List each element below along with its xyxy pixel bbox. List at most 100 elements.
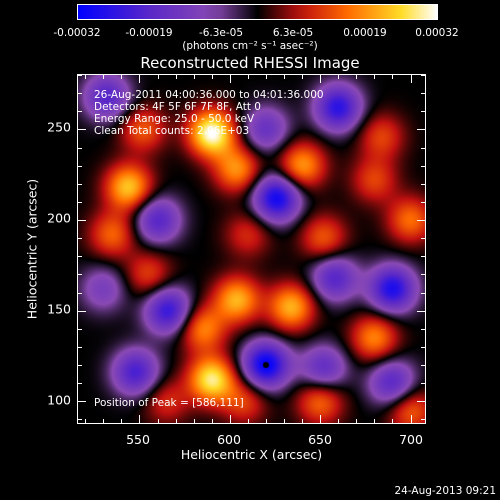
y-tick-mark	[417, 220, 425, 221]
annotation-time-range: 26-Aug-2011 04:00:36.000 to 04:01:36.000	[94, 89, 324, 101]
colorbar-tick: -0.00019	[125, 27, 173, 39]
y-tick-mark	[78, 401, 86, 403]
x-tick-mark	[392, 419, 394, 423]
x-tick-mark	[175, 419, 177, 423]
y-tick-mark	[421, 256, 425, 258]
x-tick-mark	[265, 75, 267, 79]
x-tick-mark	[139, 75, 141, 83]
x-tick-mark	[302, 75, 304, 79]
y-tick-mark	[421, 111, 425, 113]
x-tick-mark	[356, 419, 358, 423]
y-tick-mark	[421, 183, 425, 185]
y-tick-mark	[78, 93, 82, 95]
y-tick-mark	[421, 365, 425, 366]
x-tick-label: 650	[308, 432, 332, 447]
y-tick-mark	[421, 238, 425, 240]
y-tick-label: 200	[47, 210, 71, 226]
y-tick-mark	[78, 201, 82, 203]
y-tick-mark	[421, 165, 425, 167]
y-tick-mark	[78, 383, 82, 385]
y-tick-mark	[78, 274, 82, 276]
x-tick-mark	[193, 419, 195, 423]
x-tick-mark	[85, 419, 87, 423]
y-axis-label: Heliocentric Y (arcsec)	[24, 178, 40, 320]
x-tick-label: 550	[126, 432, 150, 447]
colorbar-tick: -0.00032	[53, 27, 101, 39]
colorbar-tick: 0.00032	[415, 27, 459, 39]
x-tick-mark	[157, 419, 159, 423]
y-tick-mark	[421, 274, 425, 276]
y-tick-label: 150	[47, 301, 71, 317]
y-tick-mark	[78, 183, 82, 185]
x-tick-mark	[356, 75, 358, 79]
timestamp: 24-Aug-2013 09:21	[394, 485, 496, 497]
x-tick-mark	[302, 419, 304, 423]
y-tick-mark	[78, 75, 82, 76]
x-tick-mark	[121, 419, 123, 423]
x-tick-mark	[410, 75, 412, 83]
x-tick-mark	[229, 75, 231, 83]
y-tick-mark	[78, 328, 82, 330]
x-tick-mark	[410, 415, 412, 423]
x-tick-mark	[85, 75, 87, 79]
annotation-detectors: Detectors: 4F 5F 6F 7F 8F, Att 0	[94, 101, 261, 113]
y-tick-mark	[421, 292, 425, 294]
x-tick-mark	[247, 419, 249, 423]
colorbar-tick: -6.3e-05	[198, 27, 244, 39]
x-tick-mark	[374, 419, 376, 423]
x-tick-mark	[284, 75, 286, 79]
x-tick-label: 600	[217, 432, 241, 447]
chart-title: Reconstructed RHESSI Image	[140, 54, 360, 72]
y-tick-mark	[421, 75, 425, 76]
x-tick-label: 700	[399, 432, 423, 447]
plot-area: 26-Aug-2011 04:00:36.000 to 04:01:36.000…	[77, 74, 426, 424]
y-tick-mark	[421, 147, 425, 149]
annotation-clean: Clean Total counts: 2.06E+03	[94, 125, 250, 137]
y-tick-mark	[78, 346, 82, 348]
y-tick-mark	[417, 401, 425, 403]
y-tick-mark	[78, 147, 82, 149]
x-tick-mark	[247, 75, 249, 79]
y-tick-mark	[417, 129, 425, 131]
x-tick-mark	[121, 75, 123, 79]
x-tick-mark	[320, 415, 322, 423]
x-tick-mark	[103, 75, 105, 79]
y-tick-label: 100	[47, 392, 71, 408]
x-tick-mark	[211, 419, 213, 423]
y-tick-mark	[417, 310, 425, 312]
x-tick-mark	[265, 419, 267, 423]
x-axis-label: Heliocentric X (arcsec)	[180, 447, 323, 462]
x-tick-mark	[103, 419, 105, 423]
x-tick-mark	[229, 415, 231, 423]
y-tick-mark	[78, 220, 86, 221]
y-tick-mark	[421, 419, 425, 421]
x-tick-mark	[211, 75, 213, 79]
y-tick-mark	[78, 310, 86, 312]
y-tick-mark	[78, 365, 82, 366]
y-tick-mark	[421, 93, 425, 95]
x-tick-mark	[338, 75, 340, 79]
x-tick-mark	[392, 75, 394, 79]
colorbar-tick: 0.00019	[343, 27, 387, 39]
y-tick-mark	[421, 328, 425, 330]
y-tick-mark	[78, 111, 82, 113]
annotation-energy: Energy Range: 25.0 - 50.0 keV	[94, 113, 255, 125]
x-tick-mark	[284, 419, 286, 423]
colorbar-tick: 6.3e-05	[272, 27, 314, 39]
y-tick-mark	[78, 165, 82, 167]
x-tick-mark	[157, 75, 159, 79]
y-tick-mark	[78, 256, 82, 258]
colorbar-units: (photons cm⁻² s⁻¹ asec⁻²)	[182, 40, 318, 52]
x-tick-mark	[374, 75, 376, 79]
x-tick-mark	[175, 75, 177, 79]
y-tick-mark	[78, 419, 82, 421]
y-tick-label: 250	[47, 119, 71, 135]
y-tick-mark	[421, 346, 425, 348]
x-tick-mark	[338, 419, 340, 423]
colorbar	[77, 4, 438, 20]
x-tick-mark	[320, 75, 322, 83]
x-tick-mark	[139, 415, 141, 423]
x-tick-mark	[193, 75, 195, 79]
y-tick-mark	[421, 201, 425, 203]
heatmap-image	[78, 75, 425, 423]
